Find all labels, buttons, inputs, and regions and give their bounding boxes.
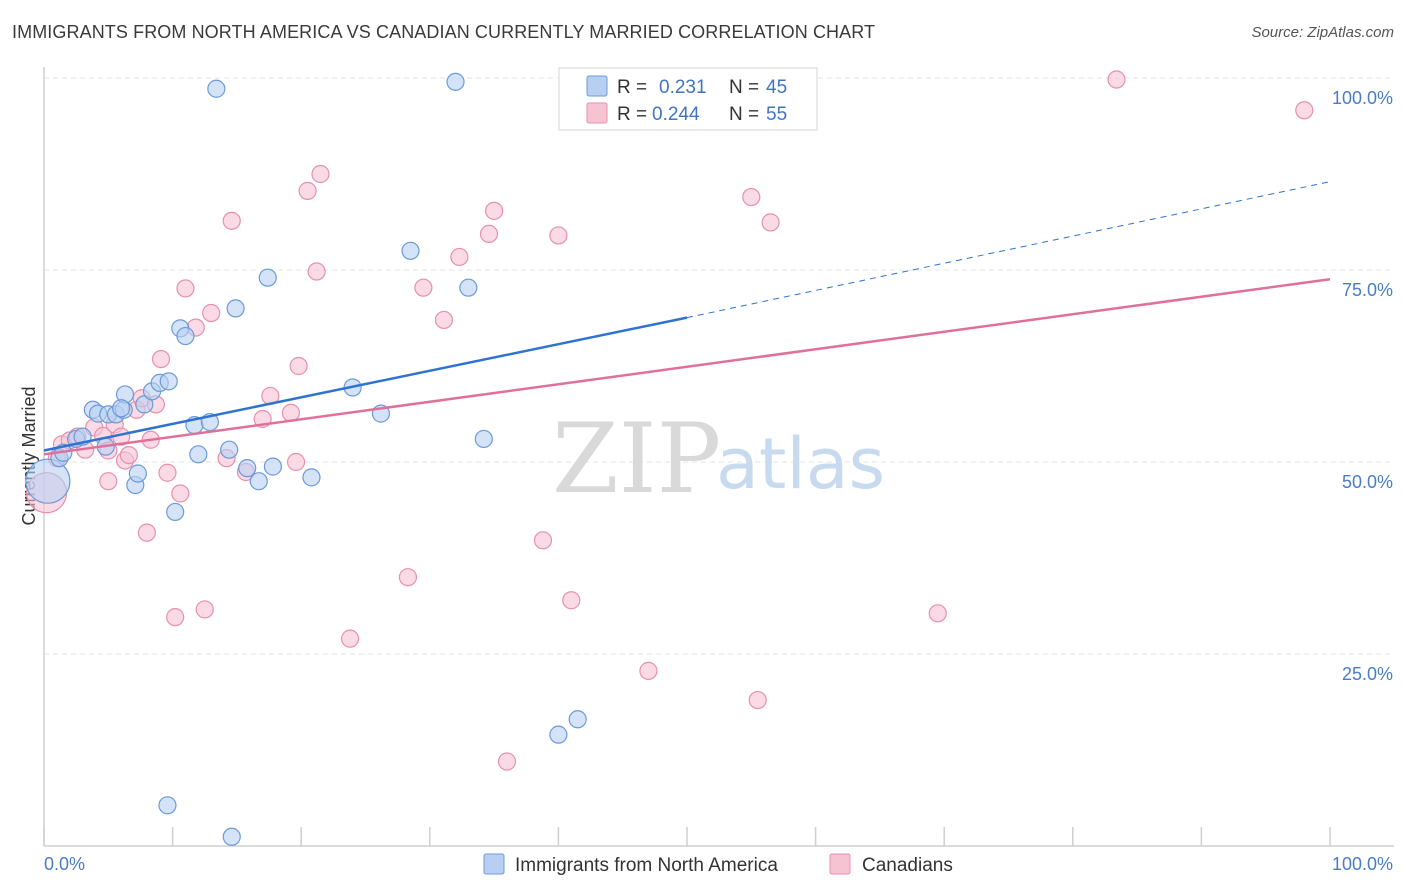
legend-n-value-pink: 55 — [766, 104, 787, 125]
canadians-point — [298, 181, 317, 200]
canadians-point — [195, 600, 214, 619]
y-tick-label: 100.0% — [1332, 88, 1393, 108]
axes — [43, 67, 1394, 847]
canadians-point — [928, 604, 947, 623]
canadians-point — [414, 278, 433, 297]
canadians-point — [137, 523, 156, 542]
canadians-point — [533, 531, 553, 550]
canadians-point — [222, 211, 241, 230]
canadians-point — [434, 310, 454, 330]
immigrants-point — [258, 268, 277, 287]
legend-n-label-pink: N = — [729, 104, 759, 125]
canadians-point — [562, 591, 581, 610]
canadians-point — [202, 303, 221, 323]
x-tick-label-max: 100.0% — [1332, 854, 1393, 874]
trend-line-immigrants-extension — [686, 181, 1331, 319]
x-tick-label-min: 0.0% — [44, 854, 85, 874]
watermark-zip: ZIP — [552, 403, 721, 515]
chart-title: IMMIGRANTS FROM NORTH AMERICA VS CANADIA… — [12, 22, 876, 42]
canadians-point — [119, 445, 138, 465]
y-tick-label: 75.0% — [1342, 280, 1393, 300]
immigrants-point — [302, 468, 321, 487]
trend-line-canadians — [43, 277, 1331, 456]
canadians-point — [166, 608, 185, 627]
x-tick-labels: 0.0% 100.0% — [44, 854, 1393, 874]
immigrants-point — [568, 710, 587, 729]
trend-line-immigrants — [43, 316, 688, 452]
immigrants-point — [263, 457, 283, 476]
immigrants-point — [446, 72, 465, 91]
canadians-point — [549, 226, 568, 245]
bottom-legend-swatch-blue — [483, 853, 505, 875]
legend-swatch-blue — [586, 75, 608, 97]
immigrants-point — [226, 299, 245, 318]
immigrants-point — [401, 241, 420, 260]
canadians-point — [479, 224, 499, 244]
canadians-point — [398, 568, 418, 587]
watermark: ZIP atlas — [552, 403, 885, 515]
immigrants-point — [207, 79, 226, 98]
canadians-point — [289, 356, 308, 376]
canadians-point — [307, 262, 326, 281]
canadians-point — [176, 279, 195, 298]
canadians-point — [151, 349, 171, 369]
legend-n-label-blue: N = — [729, 77, 759, 98]
watermark-atlas: atlas — [716, 423, 885, 505]
y-tick-label: 50.0% — [1342, 472, 1393, 492]
grid-lines — [44, 77, 1394, 655]
canadians-point — [1107, 70, 1126, 89]
legend-r-value-pink: 0.244 — [652, 104, 700, 125]
x-tick-marks — [43, 827, 1331, 846]
immigrants-point — [222, 827, 241, 846]
legend-r-value-blue: 0.231 — [659, 77, 707, 98]
canadians-point — [311, 164, 330, 184]
canadians-point — [485, 201, 504, 220]
legend-swatch-pink — [586, 102, 608, 124]
trend-lines — [43, 181, 1331, 456]
canadians-point — [171, 484, 190, 503]
bottom-legend-label-pink: Canadians — [862, 855, 953, 876]
immigrants-point — [176, 326, 195, 346]
legend-r-label-pink: R = — [617, 104, 647, 125]
immigrants-point — [549, 725, 568, 744]
bottom-legend-label-blue: Immigrants from North America — [515, 855, 778, 876]
legend: R = 0.231 N = 45 R = 0.244 N = 55 — [558, 67, 818, 131]
canadians-point — [450, 247, 469, 267]
canadians-point — [742, 187, 761, 207]
immigrants-point — [238, 459, 257, 478]
legend-r-label-blue: R = — [617, 77, 647, 98]
canadians-point — [286, 452, 306, 472]
canadians-point — [340, 629, 360, 648]
immigrants-point — [25, 458, 71, 504]
immigrants-point — [459, 278, 478, 297]
immigrants-point — [112, 399, 131, 418]
canadians-point — [761, 213, 780, 232]
canadians-point — [748, 690, 767, 710]
legend-n-value-blue: 45 — [766, 77, 787, 98]
immigrants-point — [159, 372, 178, 391]
canadians-point — [497, 752, 517, 771]
immigrants-point — [166, 502, 185, 522]
canadians-point — [639, 661, 658, 680]
canadians-point — [158, 463, 177, 482]
bottom-legend-swatch-pink — [829, 853, 851, 875]
canadians-point — [1295, 101, 1314, 120]
y-tick-label: 25.0% — [1342, 664, 1393, 684]
immigrants-point — [220, 440, 239, 459]
y-tick-labels: 25.0% 50.0% 75.0% 100.0% — [1332, 88, 1393, 684]
immigrants-point — [249, 472, 268, 491]
canadians-point — [99, 472, 118, 491]
immigrants-point — [128, 464, 147, 483]
immigrants-point — [158, 796, 177, 815]
immigrants-point — [189, 445, 208, 464]
immigrants-point — [474, 429, 493, 449]
chart-source: Source: ZipAtlas.com — [1251, 24, 1394, 41]
bottom-legend: Immigrants from North America Canadians — [483, 853, 953, 876]
